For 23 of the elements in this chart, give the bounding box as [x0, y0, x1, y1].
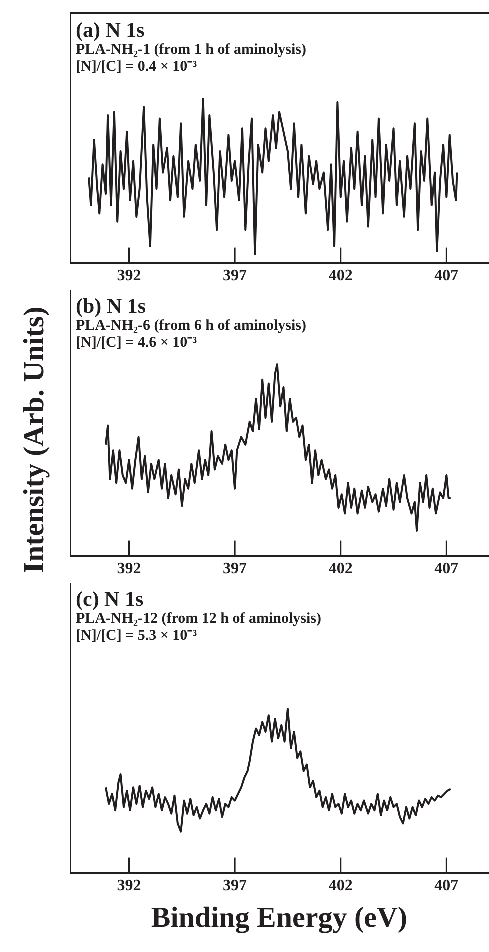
- chart-subtitle: PLA-NH₂-12 (from 12 h of aminolysis): [76, 611, 322, 628]
- x-tick-label: 402: [328, 268, 353, 285]
- y-axis-title: Intensity (Arb. Units): [18, 306, 52, 574]
- x-axis-title: Binding Energy (eV): [150, 902, 409, 935]
- x-tick-label: 392: [117, 268, 142, 285]
- text: [N]/[C] = 4.6 × 10⁻³: [76, 335, 198, 353]
- x-tick-label: 402: [328, 878, 353, 895]
- x-tick-label: 397: [223, 560, 248, 578]
- x-tick-label: 392: [117, 560, 142, 578]
- chart-subtitle: PLA-NH₂-1 (from 1 h of aminolysis): [76, 42, 306, 60]
- chart-subtitle: PLA-NH₂-6 (from 6 h of aminolysis): [76, 318, 306, 336]
- x-tick-label: 407: [434, 560, 459, 578]
- x-tick-label: 407: [434, 268, 459, 285]
- chart-title: (a) N 1s: [76, 18, 146, 42]
- chart-title: (b) N 1s: [76, 294, 148, 318]
- x-tick-label: 392: [117, 878, 142, 895]
- x-tick-label: 402: [328, 560, 353, 578]
- x-tick-label: 397: [223, 268, 248, 285]
- chart-title: (c) N 1s: [76, 587, 145, 612]
- x-tick-label: 397: [223, 878, 248, 895]
- text: [N]/[C] = 5.3 × 10⁻³: [76, 628, 198, 646]
- x-tick-label: 407: [434, 878, 459, 895]
- text: [N]/[C] = 0.4 × 10⁻³: [76, 59, 198, 77]
